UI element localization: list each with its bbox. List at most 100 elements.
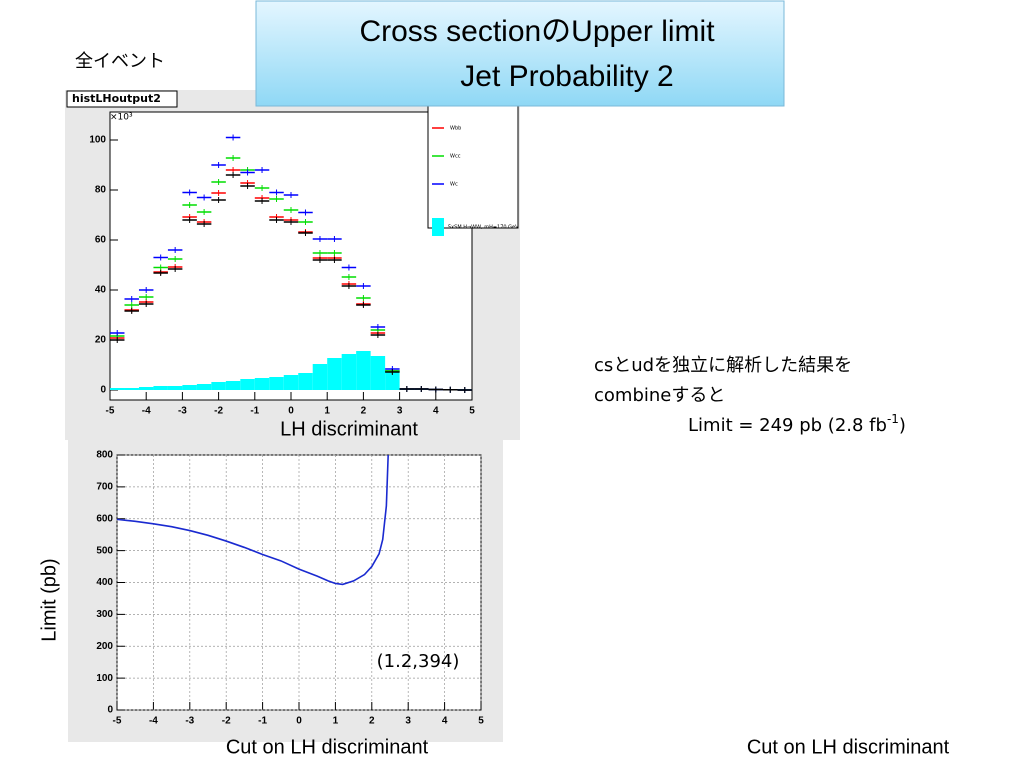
x-tick-label: 3	[405, 716, 411, 727]
chart-title: histLHoutput2	[72, 92, 161, 105]
data-point	[225, 155, 241, 161]
legend-label: Wcc	[450, 154, 461, 160]
charts: -5 -4 -3 -2 -1 0 1 2 3 4 5020406080100histLHoutput…	[38, 90, 519, 758]
data-point	[124, 296, 139, 302]
y-tick-label: 300	[96, 609, 113, 620]
data-point	[240, 169, 255, 176]
data-point	[196, 194, 212, 201]
signal-bar	[327, 358, 342, 390]
data-point	[356, 295, 371, 301]
signal-bar	[182, 385, 197, 390]
signal-bar	[254, 378, 270, 390]
data-point	[167, 266, 183, 272]
data-point	[240, 183, 255, 189]
y-tick-label: 600	[96, 513, 113, 524]
data-point	[370, 324, 386, 330]
footer-label: Cut on LH discriminant	[747, 736, 950, 758]
signal-bar	[167, 386, 183, 390]
data-point	[269, 196, 284, 202]
y-tick-label: 20	[95, 335, 107, 346]
data-point	[182, 217, 197, 223]
data-point	[153, 264, 168, 271]
x-tick-label: -5	[113, 716, 122, 727]
y-tick-label: 400	[96, 577, 113, 588]
x-tick-label: -2	[222, 716, 231, 727]
data-point	[298, 230, 313, 236]
data-point	[269, 217, 284, 223]
y-tick-label: 40	[95, 285, 107, 296]
data-point	[356, 302, 371, 308]
data-point	[254, 198, 270, 204]
signal-bar	[196, 384, 212, 390]
data-point	[182, 202, 197, 208]
data-point	[428, 386, 444, 393]
data-point	[254, 185, 270, 191]
data-point	[153, 270, 168, 276]
limit-curve	[116, 454, 389, 586]
y-tick-label: 80	[95, 185, 107, 196]
x-tick-label: 5	[469, 406, 475, 417]
legend-label: Wbb	[450, 126, 461, 132]
x-tick-label: 4	[433, 406, 439, 417]
title-box	[255, 0, 785, 107]
data-point	[167, 247, 183, 253]
data-point	[327, 257, 342, 263]
x-axis-label: Cut on LH discriminant	[226, 736, 429, 758]
x-tick-label: 3	[397, 406, 403, 417]
x-tick-label: -3	[185, 716, 194, 727]
data-point	[341, 264, 357, 271]
y-multiplier: ×10³	[110, 113, 133, 123]
note-line: combineすると	[594, 385, 725, 406]
limit-sup: -1	[887, 412, 899, 426]
signal-bar	[312, 364, 328, 390]
data-point	[153, 254, 168, 261]
signal-bar	[269, 377, 284, 390]
y-tick-label: 100	[89, 135, 106, 146]
data-point	[167, 256, 183, 262]
data-point	[443, 386, 458, 393]
limit-text: Limit = 249 pb (2.8 fb-1)	[688, 412, 906, 437]
data-point	[196, 209, 212, 215]
data-point	[124, 302, 139, 308]
data-point	[298, 219, 313, 225]
data-point	[356, 283, 371, 289]
x-tick-label: -1	[250, 406, 259, 417]
data-point	[225, 134, 241, 141]
y-tick-label: 0	[107, 705, 113, 716]
x-axis-label: LH discriminant	[280, 418, 418, 440]
signal-bar	[370, 356, 386, 390]
y-tick-label: 700	[96, 482, 113, 493]
data-point	[327, 250, 342, 256]
data-point	[341, 283, 357, 289]
x-tick-label: 4	[442, 716, 448, 727]
data-point	[341, 274, 357, 280]
y-tick-label: 60	[95, 235, 107, 246]
legend-box	[427, 99, 519, 229]
signal-bar	[385, 370, 400, 390]
data-point	[399, 386, 415, 392]
x-tick-label: 2	[369, 716, 375, 727]
x-tick-label: 2	[361, 406, 367, 417]
data-point	[283, 207, 299, 213]
signal-bar	[153, 386, 168, 390]
data-point	[196, 221, 212, 227]
x-tick-label: -2	[214, 406, 223, 417]
x-tick-label: -5	[106, 406, 115, 417]
y-tick-label: 800	[96, 450, 113, 461]
signal-bar	[356, 351, 371, 390]
x-tick-label: -4	[142, 406, 151, 417]
limit-main: Limit = 249 pb (2.8 fb	[688, 415, 887, 436]
data-point	[283, 192, 299, 198]
limit-close: )	[899, 415, 906, 436]
x-tick-label: 1	[324, 406, 330, 417]
y-tick-label: 100	[96, 673, 113, 684]
data-point	[269, 189, 284, 196]
note-line: csとudを独立に解析した結果を	[594, 355, 852, 376]
data-point	[298, 209, 313, 216]
signal-bar	[124, 388, 139, 390]
data-point	[211, 190, 226, 196]
signal-bar	[240, 379, 255, 390]
y-tick-label: 500	[96, 545, 113, 556]
annotation: (1.2,394)	[377, 651, 460, 672]
